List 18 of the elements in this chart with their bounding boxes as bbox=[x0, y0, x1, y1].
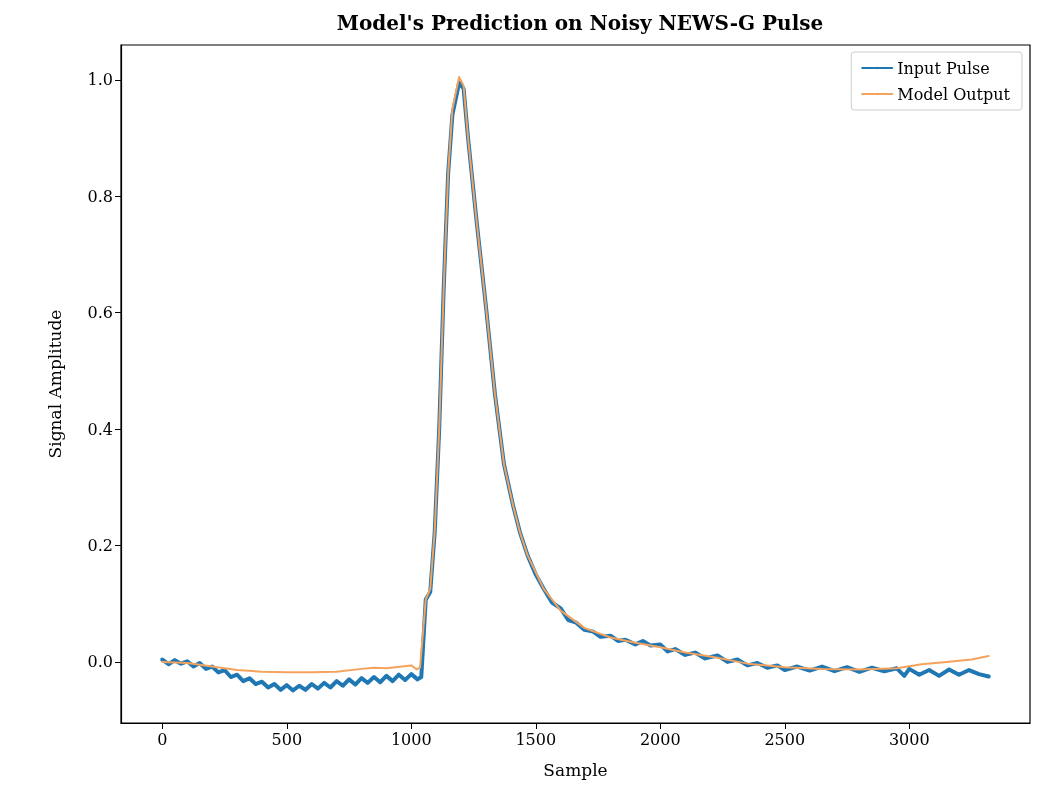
y-tick-label: 0.6 bbox=[87, 303, 113, 323]
y-tick-label: 0.2 bbox=[87, 536, 113, 555]
x-tick-label: 500 bbox=[271, 729, 303, 749]
y-axis-title: Signal Amplitude bbox=[44, 309, 65, 459]
x-tick-label: 2000 bbox=[639, 729, 681, 749]
x-tick-label: 1000 bbox=[390, 729, 432, 749]
y-tick-label: 0.4 bbox=[87, 419, 113, 439]
legend-label: Model Output bbox=[897, 84, 1011, 104]
x-tick-label: 3000 bbox=[888, 729, 930, 749]
y-tick-label: 0.0 bbox=[87, 652, 113, 672]
chart-title: Model's Prediction on Noisy NEWS-G Pulse bbox=[336, 11, 824, 35]
x-tick-label: 2500 bbox=[764, 729, 806, 749]
x-tick-label: 1500 bbox=[515, 729, 557, 749]
x-tick-label: 0 bbox=[157, 729, 168, 749]
y-tick-label: 1.0 bbox=[87, 70, 113, 90]
y-tick-label: 0.8 bbox=[87, 186, 113, 206]
legend-label: Input Pulse bbox=[897, 58, 990, 78]
x-axis-title: Sample bbox=[543, 759, 608, 780]
